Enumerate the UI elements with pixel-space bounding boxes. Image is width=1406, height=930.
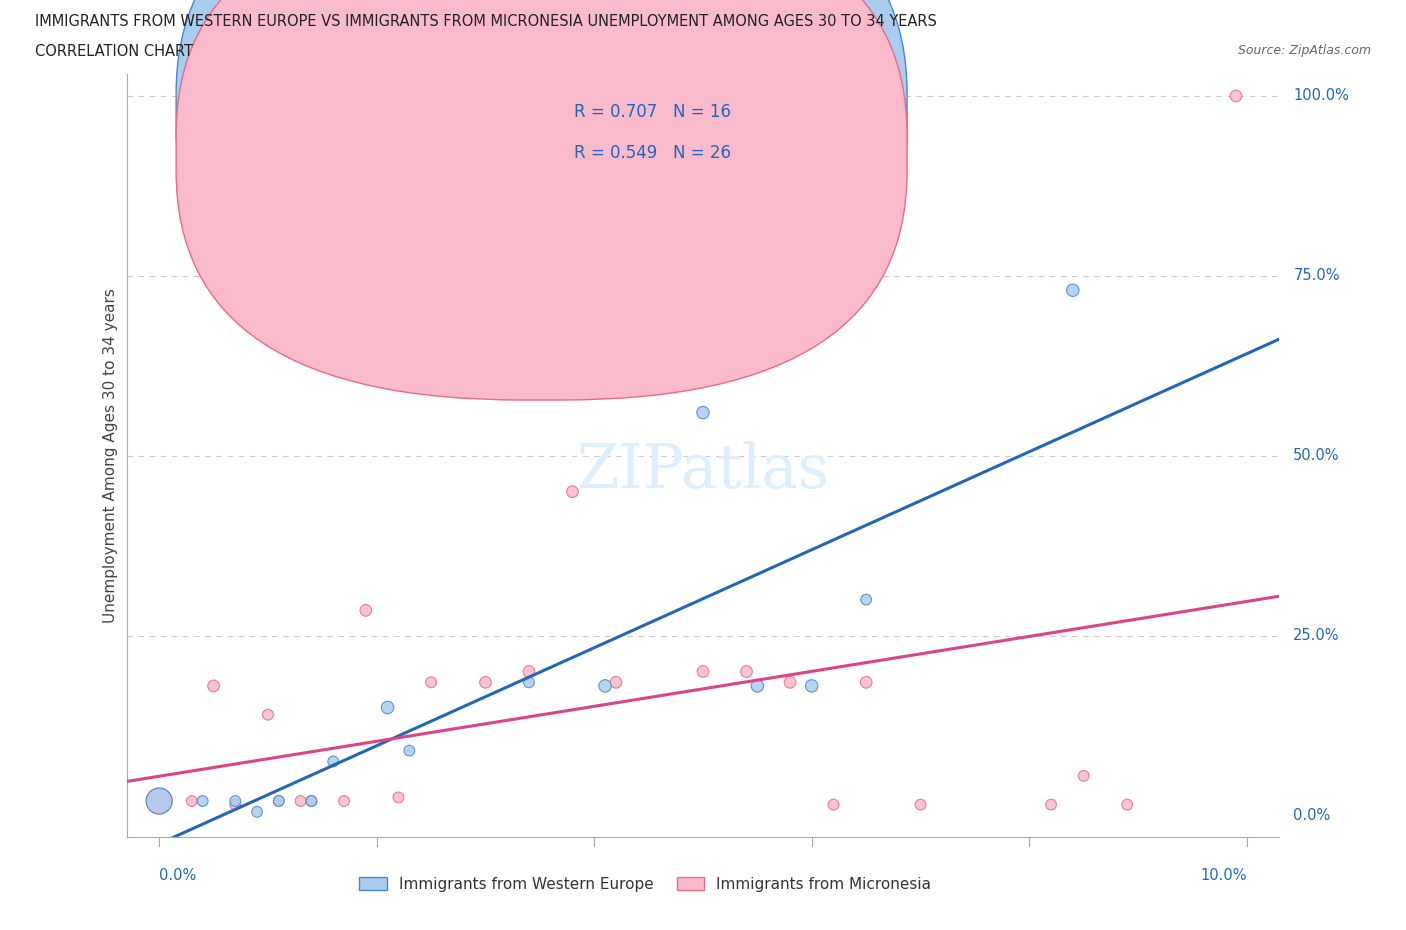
Text: IMMIGRANTS FROM WESTERN EUROPE VS IMMIGRANTS FROM MICRONESIA UNEMPLOYMENT AMONG : IMMIGRANTS FROM WESTERN EUROPE VS IMMIGR… xyxy=(35,14,936,29)
Point xyxy=(267,793,290,808)
Point xyxy=(1040,797,1063,812)
Text: 100.0%: 100.0% xyxy=(1294,88,1350,103)
Point xyxy=(420,675,443,690)
Point xyxy=(692,664,714,679)
Point xyxy=(779,675,801,690)
Point xyxy=(517,664,540,679)
Text: 0.0%: 0.0% xyxy=(159,868,197,883)
Point xyxy=(517,675,540,690)
Y-axis label: Unemployment Among Ages 30 to 34 years: Unemployment Among Ages 30 to 34 years xyxy=(103,288,118,623)
FancyBboxPatch shape xyxy=(176,0,907,400)
Point xyxy=(692,405,714,420)
Point xyxy=(224,793,246,808)
Point xyxy=(333,793,356,808)
Text: 25.0%: 25.0% xyxy=(1294,628,1340,643)
Point xyxy=(823,797,845,812)
Point xyxy=(148,793,170,808)
Text: 0.0%: 0.0% xyxy=(1294,808,1330,823)
Point xyxy=(377,700,399,715)
Text: 10.0%: 10.0% xyxy=(1201,868,1247,883)
Text: R = 0.549   N = 26: R = 0.549 N = 26 xyxy=(574,144,731,162)
Text: CORRELATION CHART: CORRELATION CHART xyxy=(35,44,193,59)
Point xyxy=(855,592,877,607)
Legend: Immigrants from Western Europe, Immigrants from Micronesia: Immigrants from Western Europe, Immigran… xyxy=(353,870,938,898)
Text: 75.0%: 75.0% xyxy=(1294,269,1340,284)
Text: ZIPatlas: ZIPatlas xyxy=(576,441,830,501)
Point xyxy=(354,603,377,618)
Point xyxy=(224,797,246,812)
Point xyxy=(735,664,758,679)
Point xyxy=(180,793,202,808)
Point xyxy=(257,707,280,722)
Point xyxy=(855,675,877,690)
Point xyxy=(398,743,420,758)
Point xyxy=(246,804,269,819)
Point xyxy=(148,793,170,808)
Point xyxy=(1062,283,1084,298)
Text: R = 0.707   N = 16: R = 0.707 N = 16 xyxy=(574,103,731,121)
Point xyxy=(605,675,627,690)
Point xyxy=(910,797,932,812)
Point xyxy=(800,679,823,694)
Text: Source: ZipAtlas.com: Source: ZipAtlas.com xyxy=(1237,44,1371,57)
Point xyxy=(267,793,290,808)
Point xyxy=(322,754,344,769)
Point xyxy=(1225,88,1247,103)
Point xyxy=(593,679,616,694)
FancyBboxPatch shape xyxy=(501,78,813,189)
Point xyxy=(1116,797,1139,812)
Point xyxy=(747,679,769,694)
Point xyxy=(474,675,496,690)
Point xyxy=(301,793,323,808)
Point xyxy=(191,793,214,808)
Point xyxy=(1073,768,1095,783)
Point xyxy=(290,793,312,808)
Text: 50.0%: 50.0% xyxy=(1294,448,1340,463)
Point xyxy=(301,793,323,808)
Point xyxy=(561,485,583,499)
Point xyxy=(202,679,225,694)
Point xyxy=(387,790,409,804)
FancyBboxPatch shape xyxy=(176,0,907,359)
